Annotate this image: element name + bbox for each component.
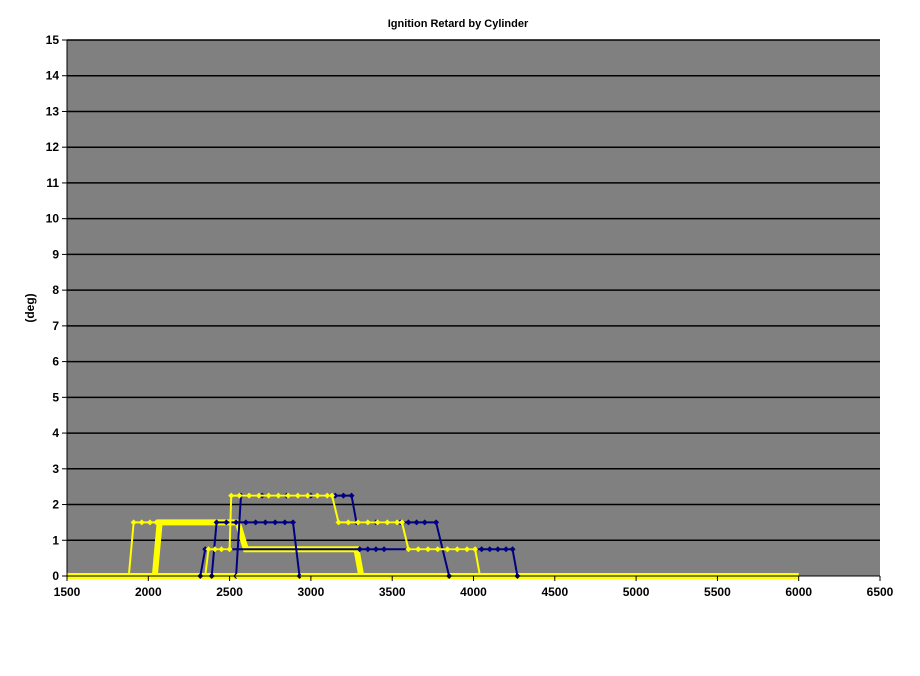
data-point	[304, 492, 311, 499]
series-3	[208, 519, 303, 579]
data-point	[348, 492, 355, 499]
y-axis-label: (deg)	[23, 293, 37, 322]
series-1	[151, 519, 365, 577]
data-point	[463, 546, 470, 553]
data-point	[424, 546, 431, 553]
data-point	[285, 492, 292, 499]
data-point	[405, 519, 412, 526]
data-point	[345, 519, 352, 526]
data-point	[454, 546, 461, 553]
data-point	[226, 546, 233, 553]
data-point	[384, 519, 391, 526]
y-tick-label: 5	[52, 390, 59, 404]
data-point	[494, 546, 501, 553]
data-point	[262, 519, 269, 526]
x-tick-label: 2000	[135, 585, 162, 599]
y-tick-label: 14	[46, 69, 60, 83]
data-point	[138, 519, 145, 526]
y-tick-label: 8	[52, 283, 59, 297]
data-point	[433, 519, 440, 526]
chart-title: Ignition Retard by Cylinder	[388, 18, 529, 30]
data-point	[213, 519, 220, 526]
y-tick-label: 10	[46, 212, 60, 226]
x-tick-label: 2500	[216, 585, 243, 599]
data-point	[314, 492, 321, 499]
data-point	[509, 546, 516, 553]
data-point	[405, 546, 412, 553]
data-point	[242, 519, 249, 526]
data-point	[228, 492, 235, 499]
plot-area	[67, 40, 880, 576]
y-tick-label: 7	[52, 319, 59, 333]
data-point	[374, 519, 381, 526]
data-point	[329, 492, 336, 499]
data-point	[486, 546, 493, 553]
y-tick-label: 3	[52, 462, 59, 476]
y-tick-label: 6	[52, 355, 59, 369]
data-point	[340, 492, 347, 499]
data-point	[272, 519, 279, 526]
data-point	[355, 519, 362, 526]
data-point	[394, 519, 401, 526]
data-point	[246, 492, 253, 499]
data-point	[324, 492, 331, 499]
y-tick-label: 2	[52, 498, 59, 512]
data-point	[202, 546, 209, 553]
data-point	[472, 546, 479, 553]
data-point	[413, 519, 420, 526]
x-tick-label: 6000	[785, 585, 812, 599]
data-point	[233, 519, 240, 526]
data-point	[335, 519, 342, 526]
data-point	[265, 492, 272, 499]
data-point	[421, 519, 428, 526]
x-tick-label: 4000	[460, 585, 487, 599]
y-tick-label: 4	[52, 426, 59, 440]
x-tick-label: 1500	[54, 585, 81, 599]
data-point	[294, 492, 301, 499]
data-point	[434, 546, 441, 553]
data-point	[381, 546, 388, 553]
data-point	[415, 546, 422, 553]
data-point	[364, 546, 371, 553]
data-point	[236, 492, 243, 499]
data-point	[153, 519, 160, 526]
y-tick-label: 9	[52, 247, 59, 261]
y-tick-label: 11	[46, 176, 59, 190]
y-tick-label: 0	[52, 569, 59, 583]
data-point	[398, 519, 405, 526]
data-point	[205, 546, 212, 553]
data-point	[211, 546, 218, 553]
data-point	[146, 519, 153, 526]
y-tick-label: 12	[46, 140, 60, 154]
y-tick-label: 13	[46, 104, 60, 118]
x-tick-label: 5500	[704, 585, 731, 599]
data-point	[255, 492, 262, 499]
data-point	[503, 546, 510, 553]
data-point	[275, 492, 282, 499]
data-point	[290, 519, 297, 526]
data-point	[444, 546, 451, 553]
data-point	[130, 519, 137, 526]
y-tick-label: 15	[46, 33, 60, 47]
series-line	[151, 519, 365, 577]
x-tick-label: 5000	[623, 585, 650, 599]
series-6	[202, 492, 484, 579]
x-tick-label: 3500	[379, 585, 406, 599]
data-point	[281, 519, 288, 526]
data-point	[218, 546, 225, 553]
x-tick-label: 3000	[298, 585, 325, 599]
x-tick-label: 6500	[867, 585, 894, 599]
data-point	[372, 546, 379, 553]
data-point	[356, 546, 363, 553]
y-tick-label: 1	[52, 533, 59, 547]
series-line	[204, 494, 481, 577]
data-point	[252, 519, 259, 526]
data-point	[332, 492, 339, 499]
x-tick-label: 4500	[541, 585, 568, 599]
data-point	[364, 519, 371, 526]
data-point	[223, 519, 230, 526]
data-point	[478, 546, 485, 553]
